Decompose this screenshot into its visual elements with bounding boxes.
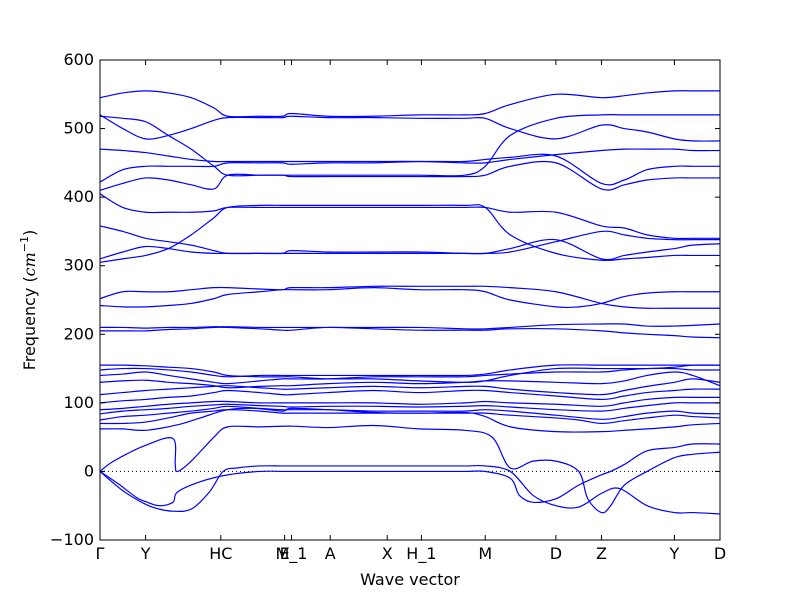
x-tick-label: M_1 — [275, 544, 307, 564]
x-tick-label: A — [325, 544, 336, 563]
band-line-8 — [99, 396, 720, 411]
x-tick-label: M — [478, 544, 492, 563]
plot-frame — [99, 59, 721, 541]
band-line-26 — [99, 114, 720, 177]
band-line-13 — [99, 364, 720, 378]
x-tick-label: Γ — [96, 544, 105, 563]
x-tick-label: Y — [140, 544, 151, 563]
band-line-12 — [99, 367, 721, 385]
band-line-2 — [99, 443, 721, 507]
band-line-21 — [99, 225, 720, 255]
y-axis-label-exponent: −1 — [18, 236, 31, 252]
band-line-24 — [99, 153, 720, 186]
band-line-6 — [99, 405, 721, 421]
y-tick-label: 500 — [63, 119, 94, 138]
band-line-10 — [99, 378, 721, 396]
y-tick-label: 100 — [63, 393, 94, 412]
axes-frame — [99, 59, 721, 541]
band-line-23 — [99, 160, 720, 191]
band-line-16 — [99, 323, 721, 330]
band-line-25 — [99, 148, 721, 164]
band-line-19 — [99, 204, 720, 263]
y-axis-label-text: Frequency ( — [20, 276, 39, 370]
band-line-3 — [99, 424, 721, 514]
y-tick-label: 0 — [84, 461, 94, 480]
band-line-20 — [99, 238, 721, 261]
x-tick-label: HC — [209, 544, 232, 563]
y-ticks: −100 0 100 200 300 400 500 600 — [50, 50, 720, 549]
y-tick-label: 200 — [63, 324, 94, 343]
x-tick-label: E — [280, 544, 290, 563]
x-tick-label: D — [714, 544, 726, 563]
y-axis-label-close: ) — [20, 230, 39, 236]
band-line-18 — [99, 285, 720, 309]
x-tick-label: Y — [669, 544, 680, 563]
band-line-5 — [99, 409, 721, 425]
band-line-14 — [99, 364, 721, 383]
band-line-15 — [99, 326, 721, 339]
y-tick-label: 600 — [63, 50, 94, 69]
band-line-1 — [99, 464, 721, 515]
band-line-28 — [99, 90, 720, 118]
x-tick-label: Z — [596, 544, 607, 563]
x-tick-label: X — [382, 544, 393, 563]
y-tick-label: 300 — [63, 256, 94, 275]
band-line-11 — [99, 371, 721, 389]
band-line-22 — [99, 193, 720, 240]
band-line-17 — [99, 287, 720, 309]
band-line-9 — [99, 388, 721, 404]
x-ticks: Γ Y HC EM_1 A X H_1 M D Z Y D — [96, 60, 726, 564]
band-line-7 — [99, 402, 720, 415]
band-line-27 — [99, 114, 721, 142]
series-group — [99, 90, 721, 515]
y-axis-label-unit: cm — [20, 252, 39, 276]
y-axis-label: Frequency (cm−1) — [18, 230, 39, 371]
x-tick-label: H_1 — [406, 544, 436, 564]
x-tick-label: D — [550, 544, 562, 563]
y-tick-label: −100 — [50, 530, 94, 549]
x-axis-label: Wave vector — [360, 570, 460, 589]
y-tick-label: 400 — [63, 187, 94, 206]
